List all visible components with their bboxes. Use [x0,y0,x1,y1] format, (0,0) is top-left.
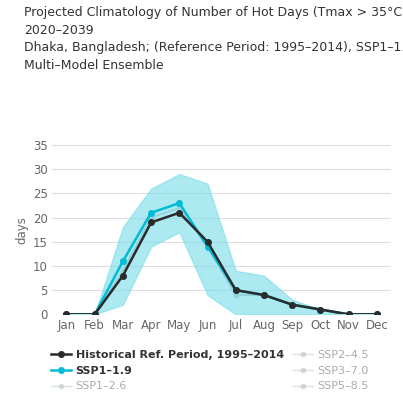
Y-axis label: days: days [15,216,29,244]
Text: Projected Climatology of Number of Hot Days (Tmax > 35°C) for
2020–2039
Dhaka, B: Projected Climatology of Number of Hot D… [24,6,403,72]
Legend: Historical Ref. Period, 1995–2014, SSP1–1.9, SSP1–2.6, SSP2–4.5, SSP3–7.0, SSP5–: Historical Ref. Period, 1995–2014, SSP1–… [51,350,369,391]
